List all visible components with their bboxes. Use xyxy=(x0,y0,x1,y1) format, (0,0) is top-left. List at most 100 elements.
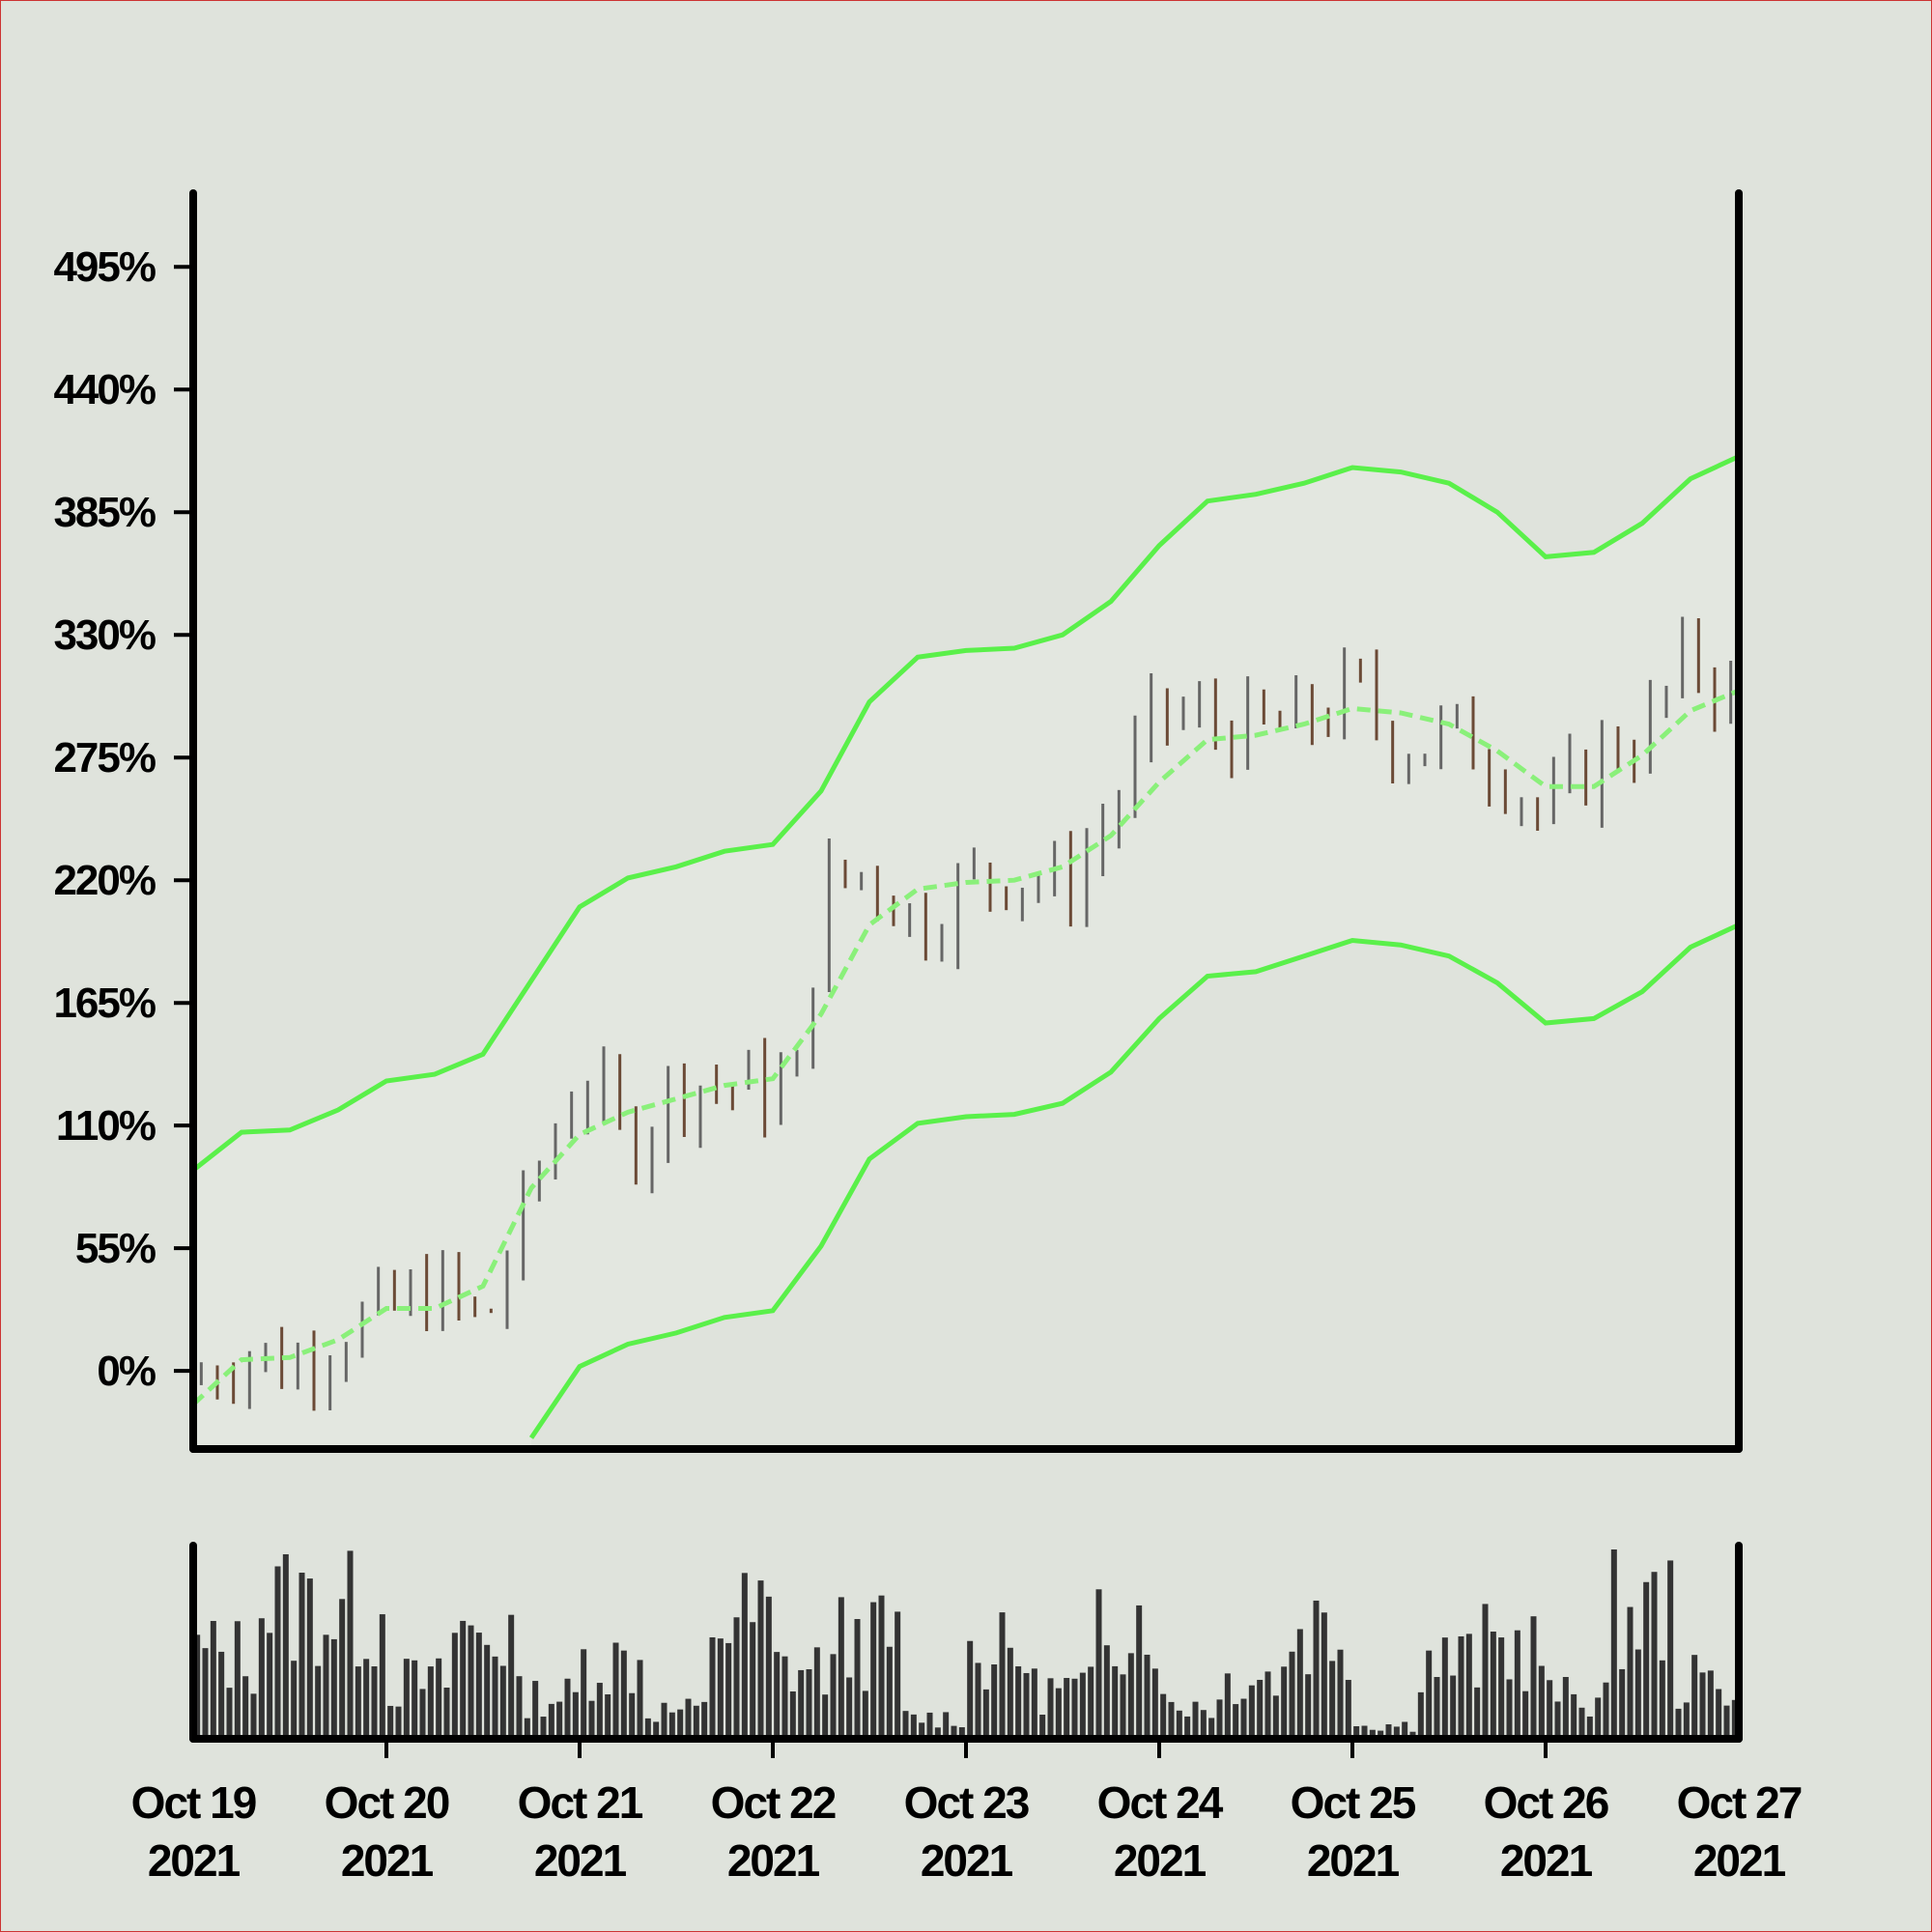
volume-bar xyxy=(789,1690,796,1739)
volume-bar xyxy=(1651,1572,1658,1739)
volume-bar xyxy=(412,1660,418,1739)
volume-bar xyxy=(540,1717,547,1739)
volume-bar xyxy=(886,1646,893,1739)
x-tick-label-year: 2021 xyxy=(1693,1835,1786,1886)
volume-bar xyxy=(1264,1671,1271,1739)
volume-bar xyxy=(798,1669,805,1739)
volume-bar xyxy=(1667,1560,1674,1739)
volume-bar xyxy=(709,1636,716,1739)
volume-bar xyxy=(1296,1629,1303,1739)
volume-bar xyxy=(1506,1679,1513,1739)
volume-bar xyxy=(1441,1637,1448,1739)
volume-bar xyxy=(958,1727,965,1739)
volume-bar xyxy=(629,1692,636,1739)
volume-bar xyxy=(1216,1699,1223,1739)
volume-bar xyxy=(1699,1672,1706,1739)
volume-bar xyxy=(210,1621,216,1739)
volume-bar xyxy=(1450,1675,1457,1739)
volume-bar xyxy=(475,1633,482,1739)
volume-bar xyxy=(387,1705,394,1739)
volume-bar xyxy=(1151,1668,1158,1739)
volume-bar xyxy=(395,1706,402,1739)
x-tick-label-date: Oct 24 xyxy=(1097,1777,1224,1828)
volume-bar xyxy=(403,1659,410,1739)
volume-bar xyxy=(1192,1701,1199,1739)
x-tick-label-date: Oct 21 xyxy=(518,1777,643,1828)
volume-bar xyxy=(1329,1661,1336,1739)
y-tick-label: 110% xyxy=(56,1102,156,1150)
volume-bar xyxy=(258,1618,265,1739)
volume-bar xyxy=(419,1689,426,1739)
band-lines xyxy=(193,454,1739,1439)
volume-bar xyxy=(668,1712,675,1739)
volume-bar xyxy=(274,1566,281,1739)
volume-bar xyxy=(355,1666,361,1739)
volume-bar xyxy=(1514,1630,1520,1739)
volume-bar xyxy=(572,1691,579,1739)
volume-bar xyxy=(934,1727,941,1739)
volume-bar xyxy=(1257,1679,1264,1739)
volume-bar xyxy=(1538,1665,1545,1739)
volume-bar xyxy=(1522,1690,1529,1739)
volume-bar xyxy=(306,1578,313,1739)
volume-bar xyxy=(1595,1697,1602,1739)
volume-bar xyxy=(1659,1660,1665,1739)
volume-bar xyxy=(451,1633,458,1739)
volume-bar xyxy=(1619,1668,1626,1739)
volume-bar xyxy=(1361,1725,1368,1739)
volume-bar xyxy=(781,1656,788,1739)
volume-bar xyxy=(218,1651,225,1739)
volume-bar xyxy=(1289,1651,1295,1739)
volume-bar xyxy=(1716,1689,1722,1739)
volume-bar xyxy=(1474,1687,1481,1739)
volume-bar xyxy=(999,1612,1006,1739)
volume-bar xyxy=(436,1658,442,1739)
volume-bar xyxy=(315,1665,322,1739)
volume-bar xyxy=(1120,1674,1126,1739)
volume-bar xyxy=(1731,1699,1738,1739)
volume-bar xyxy=(1723,1705,1730,1739)
volume-bar xyxy=(588,1700,595,1739)
x-tick-label-year: 2021 xyxy=(1307,1835,1400,1886)
volume-bar xyxy=(653,1721,660,1739)
x-tick-label-year: 2021 xyxy=(727,1835,820,1886)
volume-bar xyxy=(1434,1677,1440,1739)
volume-bar xyxy=(644,1718,651,1739)
volume-bar xyxy=(1562,1677,1569,1739)
price-bars xyxy=(199,616,1733,1411)
volume-bar xyxy=(532,1681,539,1739)
volume-bar xyxy=(1691,1655,1698,1739)
volume-bar xyxy=(330,1638,337,1739)
volume-bar xyxy=(878,1595,885,1739)
volume-bar xyxy=(1233,1704,1239,1739)
volume-bar xyxy=(806,1669,812,1739)
volume-bar xyxy=(910,1714,917,1739)
x-tick-label-date: Oct 22 xyxy=(711,1777,836,1828)
volume-bar xyxy=(1643,1581,1650,1739)
middle-band-line xyxy=(193,688,1739,1406)
volume-bar xyxy=(242,1676,249,1739)
volume-bar xyxy=(581,1649,587,1739)
y-tick-label: 440% xyxy=(53,366,155,413)
volume-bar xyxy=(693,1705,699,1739)
volume-bar xyxy=(516,1676,523,1739)
volume-bar xyxy=(1015,1665,1022,1739)
volume-bar xyxy=(870,1602,877,1739)
volume-bar xyxy=(371,1666,378,1739)
volume-bar xyxy=(492,1656,498,1739)
y-tick-label: 165% xyxy=(53,980,155,1027)
x-tick-label-date: Oct 20 xyxy=(325,1777,449,1828)
y-tick-label: 275% xyxy=(53,734,155,781)
volume-bar xyxy=(717,1638,724,1739)
volume-bar xyxy=(1248,1685,1255,1739)
volume-bar xyxy=(830,1654,837,1739)
volume-bar xyxy=(194,1634,201,1739)
volume-bar xyxy=(1634,1649,1641,1739)
volume-bar xyxy=(556,1701,563,1739)
y-tick-label: 0% xyxy=(97,1348,155,1395)
volume-bar xyxy=(524,1718,530,1739)
volume-bar xyxy=(291,1661,298,1739)
x-tick-label-date: Oct 27 xyxy=(1677,1777,1802,1828)
volume-bar xyxy=(202,1648,209,1739)
volume-bar xyxy=(637,1660,643,1739)
